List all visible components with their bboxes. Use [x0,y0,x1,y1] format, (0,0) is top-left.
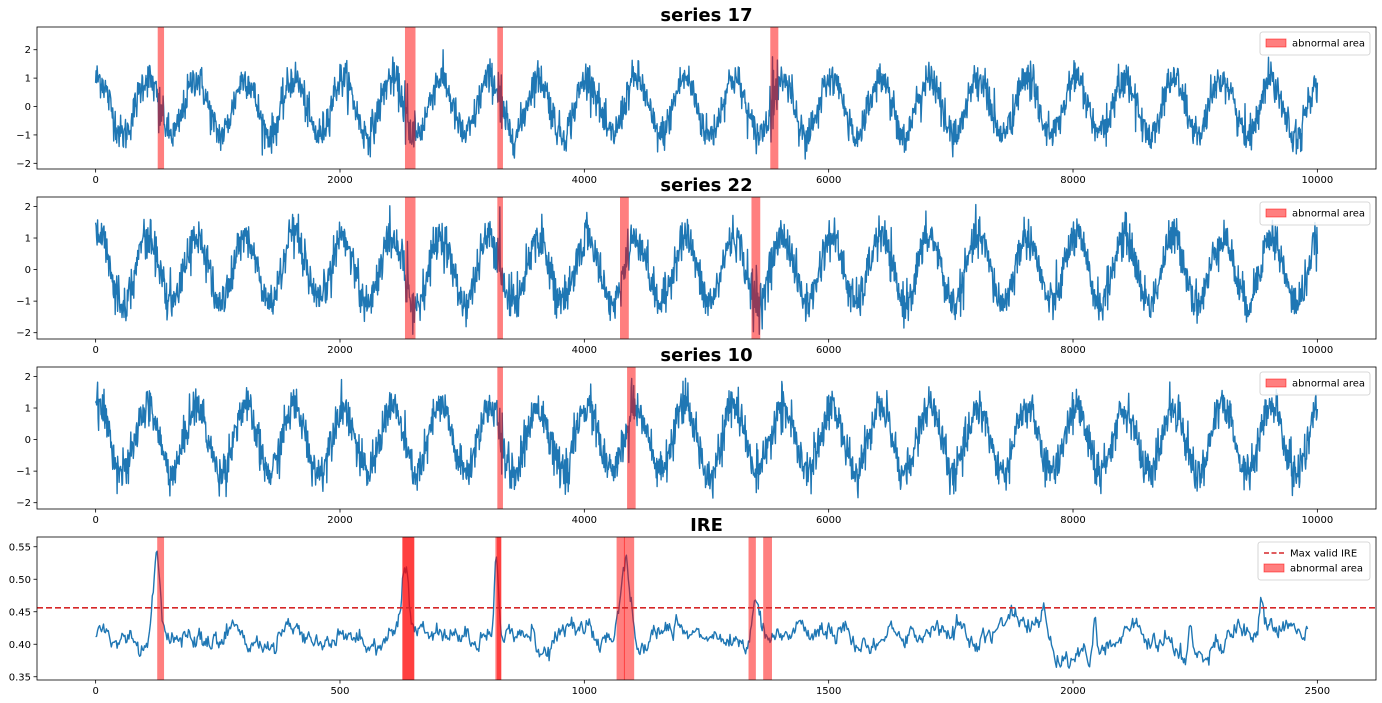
y-tick-label: −2 [16,498,31,509]
legend: Max valid IRE abnormal area [1257,541,1371,581]
chart-title: series 22 [660,175,752,196]
series-line [94,203,1319,335]
abnormal-span [404,197,416,339]
x-tick-label: 6000 [816,345,841,356]
subplot-3: 0 500 1000 1500 2000 2500 0.35 0.40 0.45 0.50 0.55… [9,515,1377,697]
x-tick-label: 2000 [327,175,352,186]
axes-frame [36,196,1377,340]
y-tick-label: 0 [25,265,31,276]
abnormal-span [623,537,635,680]
y-tick-label: −1 [16,467,31,478]
y-tick-label: 0 [25,102,31,113]
abnormal-span [157,27,165,169]
abnormal-span [157,537,165,680]
legend-label: abnormal area [1292,379,1365,390]
legend-label: abnormal area [1290,564,1363,575]
legend-patch [1265,208,1287,218]
plot-area [94,367,1319,509]
plot-area [94,27,1319,169]
chart-title: IRE [690,515,723,536]
axes-frame [36,366,1377,510]
x-tick-label: 4000 [572,345,597,356]
x-tick-label: 6000 [816,515,841,526]
series-line [94,49,1319,160]
x-tick-label: 6000 [816,175,841,186]
y-tick-label: 1 [25,74,31,85]
x-tick-label: 10000 [1301,345,1333,356]
x-tick-label: 8000 [1060,345,1085,356]
y-tick-label: 2 [25,372,31,383]
legend-box [1259,31,1371,56]
abnormal-span [620,197,629,339]
axes-frame [36,536,1377,681]
legend-label: abnormal area [1292,39,1365,50]
y-tick-label: 2 [25,45,31,56]
y-tick-label: −1 [16,297,31,308]
legend-label: Max valid IRE [1290,549,1357,560]
x-tick-label: 0 [92,515,98,526]
abnormal-span [751,197,761,339]
abnormal-span [497,27,503,169]
y-tick-label: −2 [16,328,31,339]
x-tick-label: 1000 [572,686,597,697]
x-tick-label: 2000 [1060,686,1085,697]
legend: abnormal area [1259,201,1371,226]
legend-box [1259,371,1371,396]
plot-area [94,197,1319,339]
x-tick-label: 500 [330,686,349,697]
abnormal-span [404,27,416,169]
x-tick-label: 8000 [1060,175,1085,186]
legend-patch [1265,38,1287,48]
x-tick-label: 1500 [816,686,841,697]
x-tick-label: 10000 [1301,175,1333,186]
x-tick-label: 4000 [572,175,597,186]
x-tick-label: 10000 [1301,515,1333,526]
legend-patch [1265,378,1287,388]
y-tick-label: 1 [25,404,31,415]
y-tick-label: −1 [16,130,31,141]
y-tick-label: 1 [25,234,31,245]
chart-title: series 17 [660,5,752,26]
x-tick-label: 2000 [327,345,352,356]
y-tick-label: 0.45 [9,607,31,618]
series-line [95,550,1309,669]
legend-box [1257,541,1371,581]
legend-label: abnormal area [1292,209,1365,220]
x-tick-label: 2500 [1305,686,1330,697]
x-tick-label: 8000 [1060,515,1085,526]
x-tick-label: 4000 [572,515,597,526]
x-tick-label: 0 [92,175,98,186]
subplot-0: 0 2000 4000 6000 8000 10000 −2 −1 0 1 2 series 17 ab… [16,5,1377,186]
legend-patch [1263,563,1285,573]
x-tick-label: 2000 [327,515,352,526]
abnormal-span [497,367,503,509]
x-tick-label: 0 [92,686,98,697]
y-tick-label: 2 [25,202,31,213]
y-tick-label: 0.55 [9,542,31,553]
legend: abnormal area [1259,31,1371,56]
y-tick-label: 0 [25,435,31,446]
subplot-1: 0 2000 4000 6000 8000 10000 −2 −1 0 1 2 series 22 ab… [16,175,1377,356]
y-tick-label: 0.40 [9,640,31,651]
subplot-2: 0 2000 4000 6000 8000 10000 −2 −1 0 1 2 series 10 ab… [16,345,1377,526]
abnormal-span [616,537,625,680]
y-tick-label: −2 [16,159,31,170]
chart-title: series 10 [660,345,752,366]
x-tick-label: 0 [92,345,98,356]
y-tick-label: 0.35 [9,672,31,683]
abnormal-span [627,367,636,509]
legend-box [1259,201,1371,226]
abnormal-span [770,27,779,169]
axes-frame [36,26,1377,170]
legend: abnormal area [1259,371,1371,396]
series-line [94,377,1319,499]
y-tick-label: 0.50 [9,575,31,586]
abnormal-span [497,197,503,339]
plot-area [37,537,1376,680]
